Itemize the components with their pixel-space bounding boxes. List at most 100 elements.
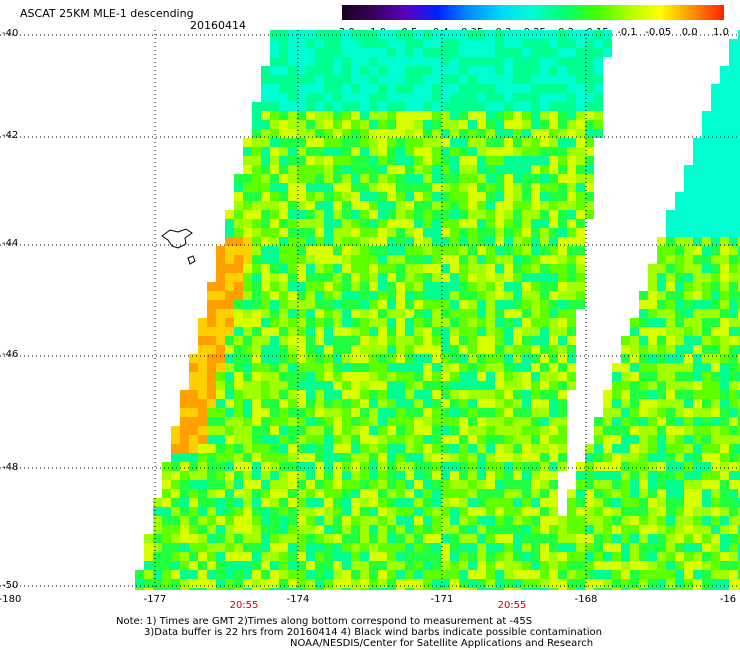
swath-cell (468, 462, 477, 471)
swath-cell (468, 111, 477, 120)
swath-cell (171, 507, 180, 516)
swath-cell (288, 525, 297, 534)
swath-cell (531, 156, 540, 165)
swath-cell (315, 237, 324, 246)
swath-cell (315, 318, 324, 327)
swath-cell (513, 201, 522, 210)
swath-cell (567, 318, 576, 327)
swath-cell (396, 237, 405, 246)
swath-cell (360, 489, 369, 498)
note-line-2: 3)Data buffer is 22 hrs from 20160414 4)… (144, 627, 602, 638)
swath-cell (486, 84, 495, 93)
swath-cell (405, 444, 414, 453)
swath-cell (378, 39, 387, 48)
swath-cell (378, 417, 387, 426)
swath-cell (315, 228, 324, 237)
swath-cell (387, 417, 396, 426)
swath-cell (414, 489, 423, 498)
swath-cell (216, 435, 225, 444)
swath-cell (486, 525, 495, 534)
swath-cell (234, 561, 243, 570)
swath-cell (360, 300, 369, 309)
swath-cell (252, 129, 261, 138)
swath-cell (630, 444, 639, 453)
swath-cell (243, 498, 252, 507)
swath-cell (342, 66, 351, 75)
swath-cell (666, 228, 675, 237)
swath-cell (720, 165, 729, 174)
swath-cell (261, 534, 270, 543)
swath-cell (450, 543, 459, 552)
swath-cell (324, 588, 333, 590)
swath-cell (522, 183, 531, 192)
swath-cell (657, 354, 666, 363)
swath-cell (702, 201, 711, 210)
swath-cell (423, 264, 432, 273)
colorbar-gradient (342, 5, 724, 20)
swath-cell (288, 237, 297, 246)
swath-cell (432, 165, 441, 174)
swath-cell (486, 435, 495, 444)
swath-cell (531, 336, 540, 345)
swath-cell (729, 183, 738, 192)
swath-cell (405, 552, 414, 561)
swath-cell (234, 588, 243, 590)
swath-cell (720, 66, 729, 75)
swath-cell (315, 66, 324, 75)
swath-cell (396, 408, 405, 417)
swath-cell (702, 570, 711, 579)
swath-cell (549, 399, 558, 408)
swath-cell (351, 480, 360, 489)
swath-cell (261, 480, 270, 489)
swath-cell (495, 237, 504, 246)
swath-cell (405, 93, 414, 102)
swath-cell (198, 579, 207, 588)
swath-cell (720, 417, 729, 426)
swath-cell (207, 552, 216, 561)
swath-cell (423, 66, 432, 75)
swath-cell (207, 327, 216, 336)
swath-cell (306, 138, 315, 147)
swath-cell (306, 246, 315, 255)
swath-cell (252, 345, 261, 354)
swath-cell (666, 588, 675, 590)
swath-cell (468, 237, 477, 246)
swath-cell (459, 30, 468, 39)
swath-cell (333, 210, 342, 219)
swath-cell (351, 471, 360, 480)
swath-cell (333, 183, 342, 192)
swath-cell (540, 282, 549, 291)
swath-cell (315, 201, 324, 210)
swath-cell (234, 309, 243, 318)
colorbar-tick-label: 0.0 (681, 27, 698, 38)
swath-cell (702, 453, 711, 462)
swath-cell (594, 579, 603, 588)
swath-cell (342, 246, 351, 255)
swath-cell (738, 57, 740, 66)
swath-cell (297, 264, 306, 273)
swath-cell (207, 579, 216, 588)
swath-cell (711, 516, 720, 525)
swath-cell (261, 498, 270, 507)
swath-cell (387, 480, 396, 489)
swath-cell (549, 264, 558, 273)
swath-cell (333, 300, 342, 309)
swath-cell (288, 453, 297, 462)
swath-cell (441, 273, 450, 282)
swath-cell (351, 48, 360, 57)
swath-cell (612, 390, 621, 399)
swath-cell (270, 372, 279, 381)
swath-cell (279, 183, 288, 192)
swath-cell (189, 408, 198, 417)
swath-cell (351, 282, 360, 291)
swath-cell (162, 543, 171, 552)
swath-cell (648, 561, 657, 570)
swath-cell (486, 237, 495, 246)
swath-cell (378, 183, 387, 192)
swath-cell (414, 426, 423, 435)
swath-cell (450, 156, 459, 165)
swath-cell (603, 507, 612, 516)
swath-cell (450, 57, 459, 66)
swath-cell (243, 282, 252, 291)
swath-cell (531, 48, 540, 57)
